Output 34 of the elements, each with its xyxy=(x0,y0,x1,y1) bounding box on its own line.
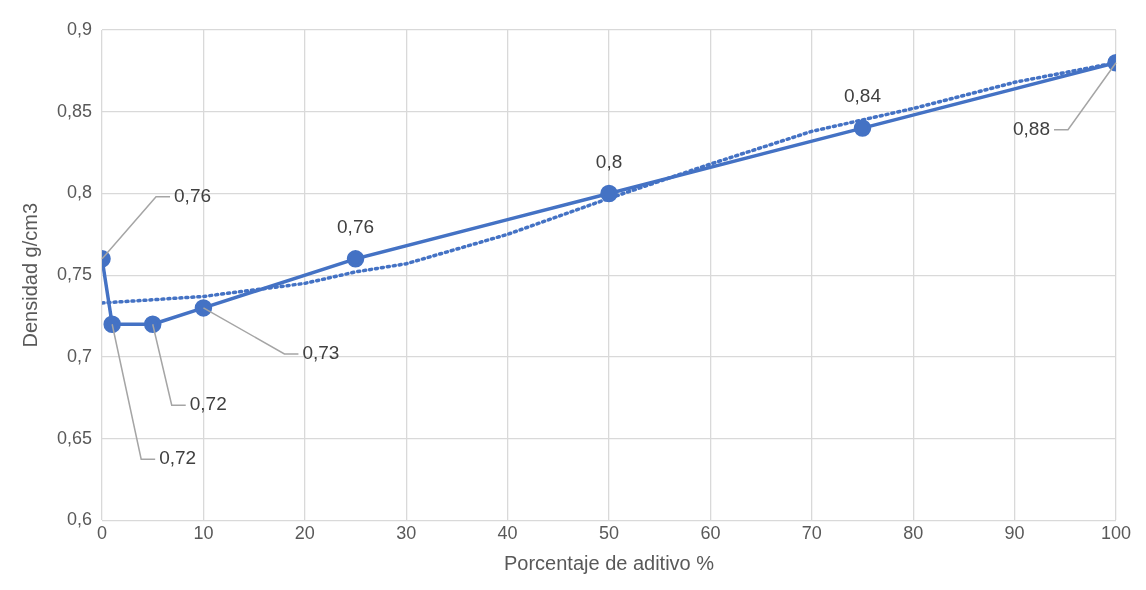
data-label: 0,76 xyxy=(337,216,375,238)
x-tick-label: 60 xyxy=(700,523,721,544)
y-tick-label: 0,85 xyxy=(56,100,93,121)
y-tick-label: 0,75 xyxy=(56,264,93,285)
data-label: 0,76 xyxy=(174,185,212,207)
point xyxy=(194,299,213,317)
y-tick-label: 0,7 xyxy=(67,345,93,366)
y-tick-label: 0,6 xyxy=(67,509,93,530)
x-tick-label: 0 xyxy=(97,523,108,544)
point xyxy=(853,119,872,137)
x-tick-label: 80 xyxy=(903,523,924,544)
x-tick-label: 20 xyxy=(294,523,315,544)
point xyxy=(103,315,121,333)
y-tick-label: 0,65 xyxy=(56,427,93,448)
data-label: 0,72 xyxy=(159,447,197,469)
x-tick-label: 70 xyxy=(801,523,822,544)
data-label: 0,88 xyxy=(1013,117,1050,139)
x-tick-label: 10 xyxy=(193,523,214,544)
x-tick-label: 30 xyxy=(396,523,417,544)
data-label: 0,84 xyxy=(844,85,882,107)
point xyxy=(600,184,618,203)
x-axis-title: Porcentaje de aditivo % xyxy=(503,551,715,574)
data-label: 0,73 xyxy=(302,342,340,364)
y-tick-label: 0,8 xyxy=(67,182,93,203)
x-tick-label: 40 xyxy=(497,523,518,544)
y-tick-label: 0,9 xyxy=(67,18,93,39)
x-tick-label: 100 xyxy=(1100,523,1132,544)
data-label: 0,72 xyxy=(189,393,227,415)
x-tick-label: 90 xyxy=(1004,523,1025,544)
data-label: 0,8 xyxy=(595,150,623,172)
point xyxy=(346,250,365,268)
y-axis-title: Densidad g/cm3 xyxy=(18,202,41,348)
point xyxy=(143,315,162,333)
x-tick-label: 50 xyxy=(599,523,620,544)
